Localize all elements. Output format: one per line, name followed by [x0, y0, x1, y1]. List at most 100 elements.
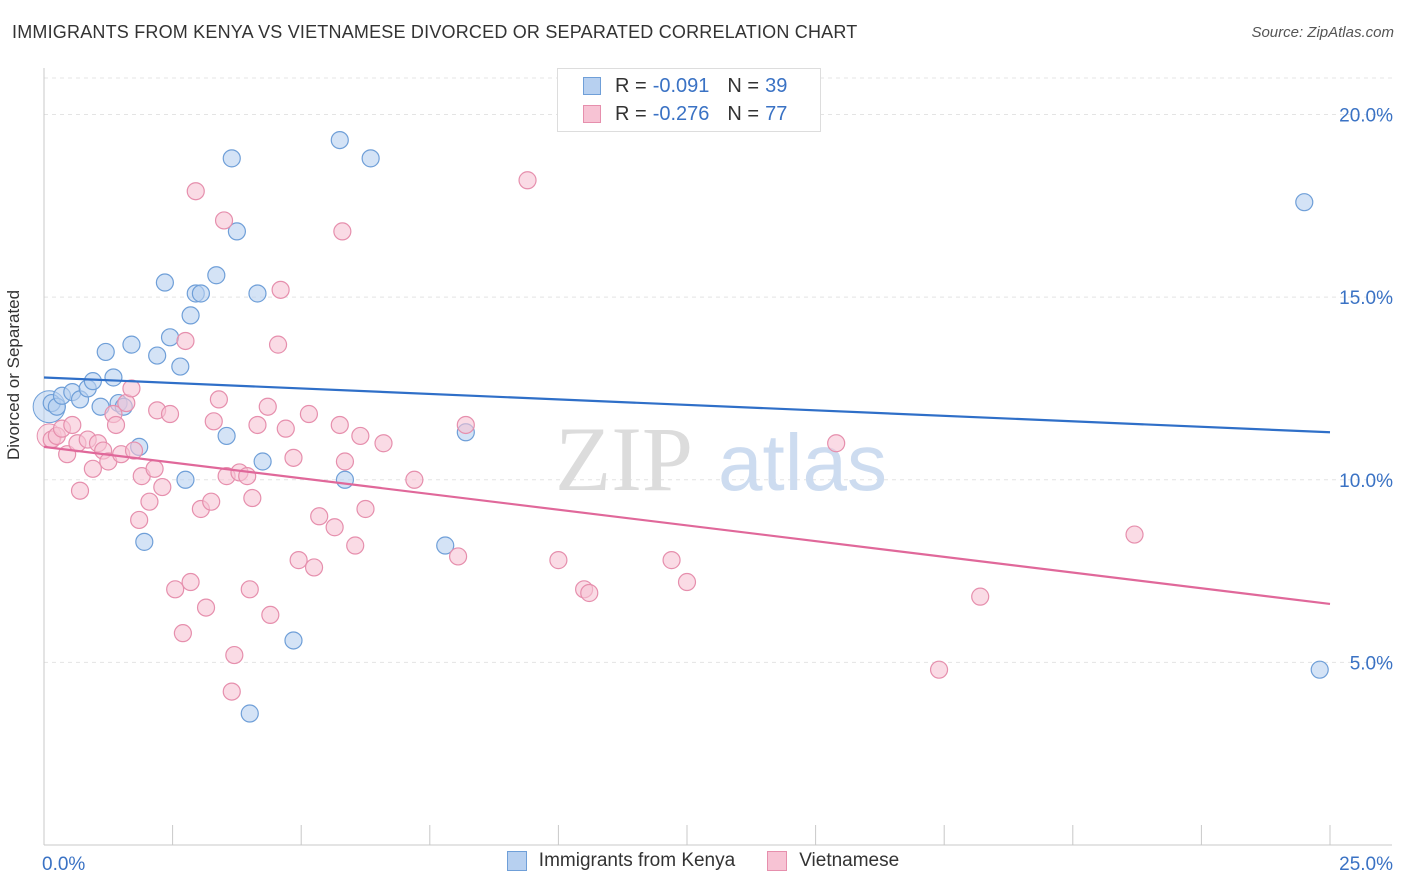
vietnamese-point [145, 459, 164, 478]
vietnamese-point [1125, 525, 1144, 544]
kenya-point [191, 284, 210, 303]
watermark-zip: ZIP [555, 408, 693, 510]
vietnamese-point [971, 587, 990, 606]
vietnamese-point [209, 390, 228, 409]
vietnamese-point [181, 572, 200, 592]
vietnamese-point [140, 492, 159, 511]
vietnamese-point [166, 580, 185, 599]
vietnamese-point [549, 551, 568, 570]
kenya-point [436, 536, 455, 555]
vietnamese-point [346, 536, 365, 555]
vietnamese-point [456, 415, 475, 435]
kenya-point [122, 335, 141, 354]
legend-label-vietnamese: Vietnamese [799, 850, 900, 871]
legend-item-kenya[interactable]: Immigrants from Kenya [506, 850, 735, 872]
vietnamese-point [243, 488, 262, 508]
kenya-point [96, 342, 115, 362]
kenya-point [217, 426, 236, 446]
vietnamese-point [677, 572, 697, 592]
series-legend: Immigrants from Kenya Vietnamese [0, 850, 1406, 872]
vietnamese-point [63, 415, 82, 435]
vietnamese-point [106, 415, 126, 435]
vietnamese-point [518, 171, 537, 190]
kenya-point [222, 149, 241, 168]
vietnamese-point [289, 551, 308, 570]
legend-swatch-kenya [583, 77, 601, 95]
kenya-point [181, 306, 200, 325]
tick-labels: 5.0% 10.0% 15.0% 20.0% 0.0% 25.0% [42, 106, 1393, 875]
vietnamese-point [202, 492, 221, 511]
vietnamese-point [248, 415, 267, 435]
legend-swatch-vietnamese [767, 851, 788, 871]
vietnamese-point [124, 441, 144, 460]
vietnamese-point [222, 682, 241, 701]
vietnamese-point [173, 624, 192, 643]
kenya-point [330, 130, 349, 150]
legend-row-vietnamese: R = -0.276 N = 77 [583, 101, 805, 127]
kenya-point [160, 328, 180, 347]
vietnamese-point [405, 470, 424, 489]
y-tick-label: 15.0% [1339, 288, 1393, 309]
legend-swatch-vietnamese [583, 105, 601, 123]
trend-lines [43, 376, 1331, 606]
vietnamese-point [284, 448, 303, 467]
kenya-point [135, 532, 154, 551]
kenya-point [248, 284, 267, 303]
series-vietnamese-points [36, 171, 1144, 701]
legend-row-kenya: R = -0.091 N = 39 [583, 73, 805, 99]
kenya-point [176, 470, 195, 489]
r-label: R = [615, 74, 647, 97]
kenya-point [284, 631, 303, 650]
vietnamese-point [580, 583, 599, 603]
kenya-point [227, 222, 246, 241]
r-value-kenya: -0.091 [652, 74, 710, 97]
n-label: N = [727, 102, 760, 125]
kenya-point [335, 470, 355, 489]
x-tick-label: 25.0% [1339, 854, 1393, 875]
source-label: Source: ZipAtlas.com [1251, 24, 1394, 41]
x-tick-label: 0.0% [42, 854, 85, 875]
r-value-vietnamese: -0.276 [652, 102, 710, 125]
vietnamese-point [304, 558, 324, 577]
vietnamese-point [374, 434, 393, 453]
y-tick-label: 20.0% [1339, 106, 1393, 127]
series-kenya-points [32, 130, 1329, 723]
vietnamese-point [160, 404, 180, 424]
vietnamese-point [153, 477, 172, 497]
vietnamese-point [130, 510, 149, 530]
legend-item-vietnamese[interactable]: Vietnamese [767, 850, 899, 872]
y-tick-label: 5.0% [1350, 653, 1393, 674]
vietnamese-point [196, 598, 216, 617]
kenya-point [240, 704, 259, 723]
vietnamese-point [310, 507, 329, 526]
vietnamese-point [325, 518, 344, 537]
vietnamese-point [448, 547, 468, 566]
vietnamese-point [83, 459, 102, 478]
vietnamese-point [276, 419, 295, 438]
vietnamese-point [333, 222, 352, 241]
vietnamese-point [356, 499, 375, 519]
trend-line-kenya [43, 376, 1331, 434]
watermark: ZIP atlas [555, 408, 887, 510]
kenya-point [361, 149, 380, 168]
vietnamese-point [335, 452, 355, 471]
kenya-point [253, 452, 272, 471]
n-label: N = [727, 74, 760, 97]
vietnamese-point [299, 404, 319, 424]
vietnamese-point [240, 580, 259, 599]
vietnamese-point [330, 415, 349, 435]
kenya-point [171, 357, 190, 376]
vietnamese-point [214, 211, 234, 230]
kenya-point [207, 266, 226, 285]
r-label: R = [615, 102, 647, 125]
vietnamese-point [258, 397, 277, 416]
chart-title: IMMIGRANTS FROM KENYA VS VIETNAMESE DIVO… [12, 22, 858, 42]
vietnamese-point [827, 434, 846, 453]
vietnamese-point [176, 331, 195, 351]
grid-lines [44, 77, 1392, 663]
axes [43, 68, 1392, 846]
trend-line-vietnamese [43, 445, 1331, 606]
kenya-point [148, 346, 167, 365]
vietnamese-point [268, 335, 288, 354]
